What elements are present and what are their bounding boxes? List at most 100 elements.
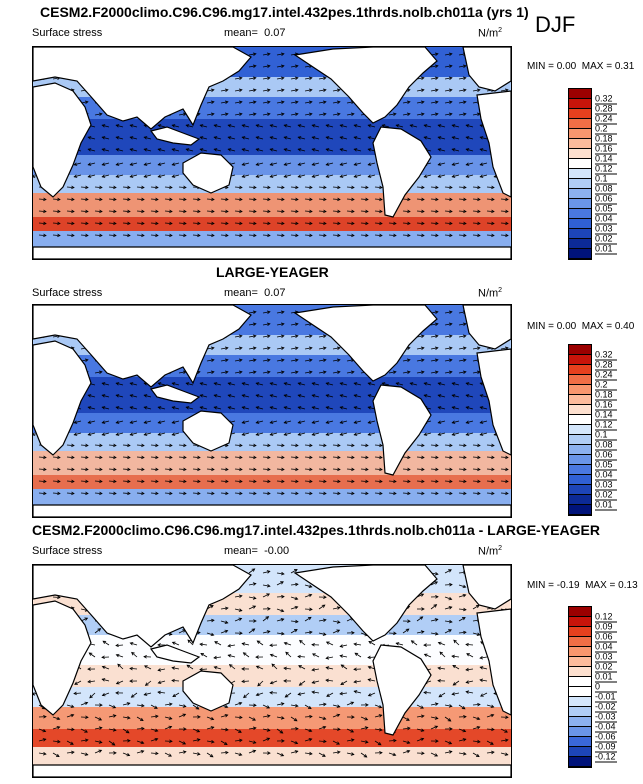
wind-vector xyxy=(248,740,256,744)
wind-vector xyxy=(256,692,264,696)
wind-vector-head xyxy=(252,76,257,80)
wind-vector xyxy=(312,432,320,436)
wind-vector xyxy=(52,234,61,237)
wind-vector-head xyxy=(269,643,273,648)
wind-vector-head xyxy=(255,692,260,697)
wind-vector-head xyxy=(308,630,313,635)
wind-vector xyxy=(298,406,306,410)
wind-vector xyxy=(130,394,138,398)
wind-vector xyxy=(458,584,466,588)
wind-vector-head xyxy=(423,394,428,398)
wind-vector-head xyxy=(269,174,274,178)
wind-vector xyxy=(354,690,362,694)
wind-vector-head xyxy=(101,665,106,670)
wind-vector-head xyxy=(199,406,204,410)
wind-vector xyxy=(102,148,110,152)
wind-vector xyxy=(438,642,446,646)
wind-vector xyxy=(88,420,96,424)
wind-vector-head xyxy=(266,334,271,338)
wind-vector-head xyxy=(280,334,285,338)
wind-vector xyxy=(500,492,509,495)
wind-vector xyxy=(444,716,451,722)
wind-vector-head xyxy=(462,100,467,104)
wind-vector-head xyxy=(238,608,243,612)
wind-vector-head xyxy=(294,740,299,745)
wind-vector xyxy=(318,604,326,610)
wind-vector-head xyxy=(57,197,61,202)
wind-vector-head xyxy=(71,233,75,238)
wind-vector-head xyxy=(326,693,330,697)
wind-vector xyxy=(262,234,271,237)
wind-vector xyxy=(346,210,355,213)
wind-vector xyxy=(360,716,368,721)
wind-vector-head xyxy=(155,479,159,484)
wind-vector xyxy=(172,124,180,128)
wind-vector-head xyxy=(308,593,313,598)
wind-vector-head xyxy=(87,136,92,140)
colorbar-swatch xyxy=(569,465,591,475)
wind-vector-head xyxy=(451,394,456,398)
wind-vector-head xyxy=(98,370,103,374)
wind-vector-head xyxy=(238,752,243,757)
wind-vector xyxy=(206,632,214,636)
wind-vector-head xyxy=(224,112,229,116)
wind-vector xyxy=(438,124,446,128)
wind-vector xyxy=(416,335,424,338)
wind-vector-head xyxy=(87,667,91,671)
wind-vector-head xyxy=(309,479,313,484)
wind-vector xyxy=(290,311,298,314)
wind-vector xyxy=(206,210,215,213)
wind-vector xyxy=(158,174,166,178)
wind-vector-head xyxy=(461,705,466,710)
wind-vector-head xyxy=(367,406,372,410)
wind-vector-head xyxy=(252,596,257,600)
wind-vector-head xyxy=(420,76,425,80)
wind-vector-head xyxy=(465,162,470,166)
wind-vector xyxy=(206,359,214,362)
wind-vector-head xyxy=(253,467,257,472)
wind-vector xyxy=(150,715,158,718)
wind-vector xyxy=(354,394,362,398)
wind-vector xyxy=(374,714,382,718)
wind-vector xyxy=(290,323,298,326)
wind-vector xyxy=(304,456,313,459)
wind-vector xyxy=(388,739,397,742)
wind-vector xyxy=(416,371,424,374)
wind-vector-head xyxy=(309,491,313,496)
wind-vector-head xyxy=(182,750,187,754)
wind-vector xyxy=(318,113,326,116)
wind-vector xyxy=(206,456,215,459)
wind-vector xyxy=(52,492,61,495)
wind-vector xyxy=(234,234,243,237)
wind-vector xyxy=(164,716,172,720)
wind-vector xyxy=(284,406,292,410)
wind-vector xyxy=(262,704,270,709)
wind-vector-head xyxy=(253,455,257,460)
wind-vector xyxy=(388,234,397,237)
wind-vector xyxy=(444,65,452,68)
wind-vector-head xyxy=(210,346,215,350)
wind-vector-head xyxy=(294,605,299,610)
landmass-africa-east xyxy=(476,608,511,716)
wind-vector xyxy=(144,420,152,424)
wind-vector xyxy=(257,680,264,687)
wind-vector-head xyxy=(298,665,302,669)
wind-vector-head xyxy=(227,654,232,658)
colorbar-level-label: 0.32 xyxy=(595,350,617,361)
wind-vector xyxy=(416,704,424,709)
wind-vector-head xyxy=(462,112,467,116)
wind-vector-head xyxy=(295,443,299,448)
wind-vector xyxy=(52,456,61,459)
stress-band xyxy=(33,217,511,231)
wind-vector xyxy=(458,738,466,742)
wind-vector xyxy=(326,174,334,178)
wind-vector-head xyxy=(322,358,327,362)
wind-vector xyxy=(284,162,292,166)
wind-vector-head xyxy=(185,148,190,152)
wind-vector-head xyxy=(365,209,369,214)
wind-vector-head xyxy=(364,717,369,721)
wind-vector-head xyxy=(308,584,313,588)
wind-vector xyxy=(304,359,312,362)
wind-vector xyxy=(262,737,270,742)
wind-vector-head xyxy=(448,310,453,314)
